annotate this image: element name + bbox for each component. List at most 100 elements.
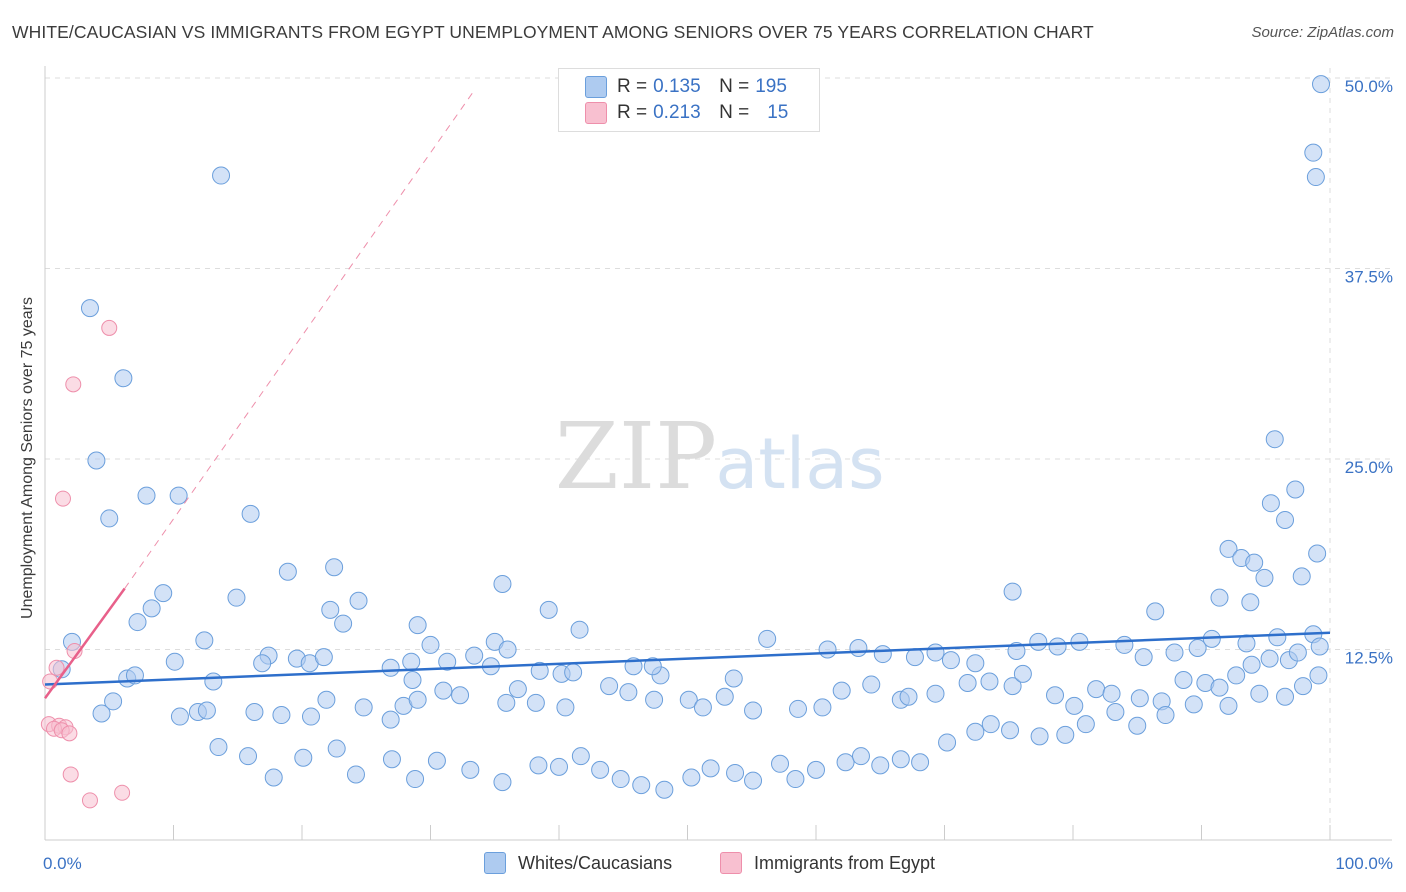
point-whites bbox=[600, 677, 619, 696]
point-whites bbox=[1288, 643, 1307, 662]
point-whites bbox=[926, 684, 945, 703]
point-whites bbox=[1255, 568, 1274, 587]
bottom-legend-label-egypt: Immigrants from Egypt bbox=[754, 852, 936, 873]
point-whites bbox=[301, 707, 320, 726]
point-egypt bbox=[101, 319, 118, 336]
legend-n-value: 15 bbox=[767, 102, 789, 123]
point-whites bbox=[849, 638, 868, 657]
y-tick-label: 37.5% bbox=[1345, 268, 1393, 287]
source-label: Source: ZipAtlas.com bbox=[1251, 24, 1394, 41]
x-tick-label-min: 0.0% bbox=[43, 854, 82, 873]
point-whites bbox=[1003, 582, 1022, 601]
point-whites bbox=[227, 588, 246, 607]
point-whites bbox=[1276, 510, 1295, 529]
point-whites bbox=[114, 369, 133, 388]
point-whites bbox=[321, 600, 340, 619]
point-whites bbox=[142, 599, 161, 618]
point-whites bbox=[354, 698, 373, 717]
point-whites bbox=[871, 756, 890, 775]
y-axis-label: Unemployment Among Seniors over 75 years bbox=[19, 297, 36, 619]
legend-r-value: 0.213 bbox=[653, 102, 701, 123]
point-whites bbox=[1056, 725, 1075, 744]
bottom-legend-swatch-blue bbox=[484, 852, 506, 874]
point-whites bbox=[317, 690, 336, 709]
point-whites bbox=[682, 768, 701, 787]
point-whites bbox=[980, 672, 999, 691]
point-whites bbox=[1312, 75, 1331, 94]
point-whites bbox=[1250, 684, 1269, 703]
point-whites bbox=[493, 773, 512, 792]
axes bbox=[44, 66, 1392, 841]
legend-swatch-pink bbox=[585, 102, 607, 124]
point-whites bbox=[1065, 696, 1084, 715]
point-whites bbox=[619, 683, 638, 702]
legend-row-whites: R = 0.135 N = 195 bbox=[585, 75, 787, 99]
point-whites bbox=[1265, 430, 1284, 449]
point-whites bbox=[771, 754, 790, 773]
point-whites bbox=[744, 771, 763, 790]
legend-r-label: R = bbox=[617, 76, 648, 97]
point-whites bbox=[530, 661, 549, 680]
point-whites bbox=[758, 629, 777, 648]
point-whites bbox=[679, 690, 698, 709]
point-whites bbox=[526, 693, 545, 712]
point-whites bbox=[1128, 716, 1147, 735]
legend-n-label: N = bbox=[719, 102, 750, 123]
point-whites bbox=[197, 701, 216, 720]
point-whites bbox=[165, 652, 184, 671]
point-whites bbox=[1174, 670, 1193, 689]
point-whites bbox=[632, 776, 651, 795]
point-whites bbox=[1013, 664, 1032, 683]
point-whites bbox=[851, 747, 870, 766]
point-whites bbox=[938, 733, 957, 752]
bottom-legend-egypt[interactable]: Immigrants from Egypt bbox=[720, 852, 935, 874]
point-whites bbox=[926, 643, 945, 662]
watermark-atlas: atlas bbox=[715, 423, 884, 505]
point-whites bbox=[1292, 567, 1311, 586]
point-whites bbox=[381, 658, 400, 677]
legend-n-value: 195 bbox=[755, 76, 787, 97]
bottom-legend-whites[interactable]: Whites/Caucasians bbox=[484, 852, 672, 874]
point-whites bbox=[941, 651, 960, 670]
point-whites bbox=[643, 657, 662, 676]
point-whites bbox=[1260, 649, 1279, 668]
point-whites bbox=[154, 584, 173, 603]
point-whites bbox=[1184, 695, 1203, 714]
point-whites bbox=[1227, 666, 1246, 685]
point-whites bbox=[1115, 635, 1134, 654]
point-whites bbox=[438, 652, 457, 671]
point-whites bbox=[497, 693, 516, 712]
point-whites bbox=[571, 747, 590, 766]
watermark-zip: ZIP bbox=[555, 403, 717, 510]
series-whites-points bbox=[52, 75, 1331, 799]
point-whites bbox=[891, 750, 910, 769]
point-whites bbox=[1219, 696, 1238, 715]
point-whites bbox=[1048, 637, 1067, 656]
chart-title: WHITE/CAUCASIAN VS IMMIGRANTS FROM EGYPT… bbox=[12, 22, 1094, 42]
point-whites bbox=[1310, 637, 1329, 656]
point-whites bbox=[1219, 539, 1238, 558]
point-whites bbox=[899, 687, 918, 706]
point-egypt bbox=[81, 792, 98, 809]
point-whites bbox=[334, 614, 353, 633]
point-whites bbox=[1304, 143, 1323, 162]
point-whites bbox=[421, 635, 440, 654]
point-whites bbox=[408, 690, 427, 709]
point-whites bbox=[169, 486, 188, 505]
point-whites bbox=[1276, 687, 1295, 706]
point-whites bbox=[253, 654, 272, 673]
point-whites bbox=[611, 770, 630, 789]
point-whites bbox=[325, 558, 344, 577]
point-whites bbox=[813, 698, 832, 717]
point-whites bbox=[100, 509, 119, 528]
point-whites bbox=[272, 706, 291, 725]
point-whites bbox=[645, 690, 664, 709]
point-whites bbox=[1087, 680, 1106, 699]
point-whites bbox=[556, 698, 575, 717]
point-egypt bbox=[61, 725, 78, 742]
point-whites bbox=[726, 763, 745, 782]
point-whites bbox=[209, 738, 228, 757]
point-whites bbox=[873, 645, 892, 664]
point-whites bbox=[655, 780, 674, 799]
